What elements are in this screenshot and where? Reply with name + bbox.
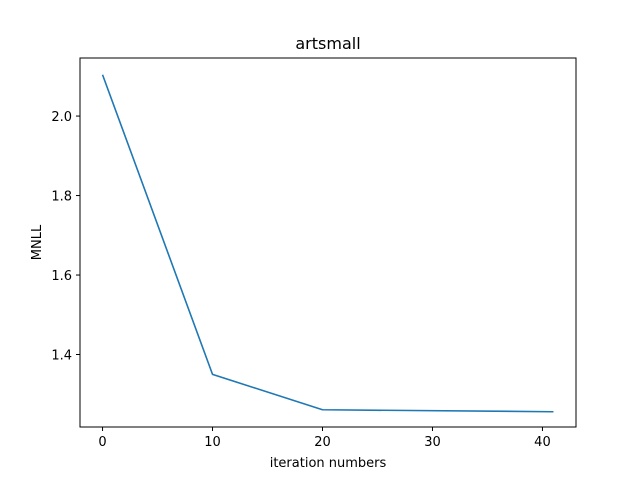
x-tick-label: 30: [424, 435, 441, 450]
y-tick-label: 1.8: [51, 190, 72, 205]
x-tick-label: 0: [98, 435, 106, 450]
y-tick-label: 1.4: [51, 349, 72, 364]
y-axis-label: MNLL: [30, 224, 45, 260]
x-tick-label: 20: [314, 435, 331, 450]
series-layer: [101, 74, 554, 413]
y-tick-label: 2.0: [51, 110, 72, 125]
x-tick-label: 10: [204, 435, 221, 450]
x-axis-label: iteration numbers: [270, 456, 387, 471]
chart-title: artsmall: [295, 34, 360, 53]
plot-area-frame: [79, 57, 577, 428]
x-axis: 0 10 20 30 40: [98, 427, 551, 450]
y-tick-label: 1.6: [51, 269, 72, 284]
series-line-0: [101, 74, 554, 413]
y-axis: 1.4 1.6 1.8 2.0: [51, 110, 80, 364]
x-tick-label: 40: [534, 435, 551, 450]
